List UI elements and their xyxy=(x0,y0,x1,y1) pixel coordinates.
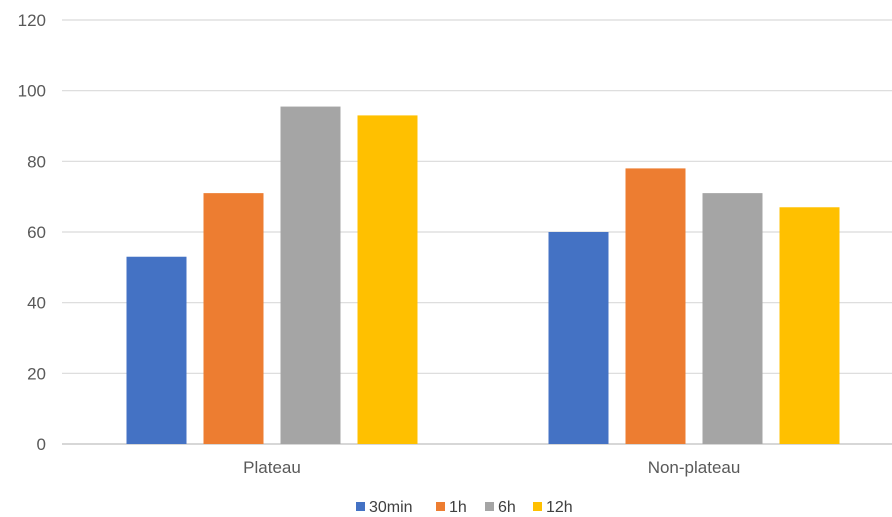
bar-plateau-30min xyxy=(126,256,187,444)
legend-label: 1h xyxy=(449,499,467,516)
bar-non-plateau-12h xyxy=(779,207,840,444)
legend-label: 30min xyxy=(369,499,413,516)
bar-non-plateau-1h xyxy=(625,168,686,444)
bar-non-plateau-30min xyxy=(548,232,609,444)
y-tick-label: 60 xyxy=(27,223,46,242)
x-axis-category-labels: Plateau Non-plateau xyxy=(243,458,740,477)
y-tick-label: 120 xyxy=(18,11,46,30)
y-tick-label: 0 xyxy=(37,435,46,454)
y-tick-label: 80 xyxy=(27,152,46,171)
legend: 30min 1h 6h 12h xyxy=(356,499,573,516)
legend-swatch-12h xyxy=(533,502,542,511)
bars xyxy=(126,106,840,445)
y-tick-label: 100 xyxy=(18,82,46,101)
y-tick-label: 20 xyxy=(27,364,46,383)
legend-label: 6h xyxy=(498,499,516,516)
x-category-label: Plateau xyxy=(243,458,301,477)
bar-plateau-6h xyxy=(280,106,341,445)
legend-swatch-1h xyxy=(436,502,445,511)
legend-swatch-6h xyxy=(485,502,494,511)
gridlines xyxy=(62,19,892,445)
y-tick-label: 40 xyxy=(27,294,46,313)
legend-label: 12h xyxy=(546,499,573,516)
bar-plateau-12h xyxy=(357,115,418,445)
legend-swatch-30min xyxy=(356,502,365,511)
y-axis-tick-labels: 0 20 40 60 80 100 120 xyxy=(18,11,46,454)
bar-non-plateau-6h xyxy=(702,193,763,444)
x-category-label: Non-plateau xyxy=(648,458,741,477)
bar-plateau-1h xyxy=(203,193,264,444)
